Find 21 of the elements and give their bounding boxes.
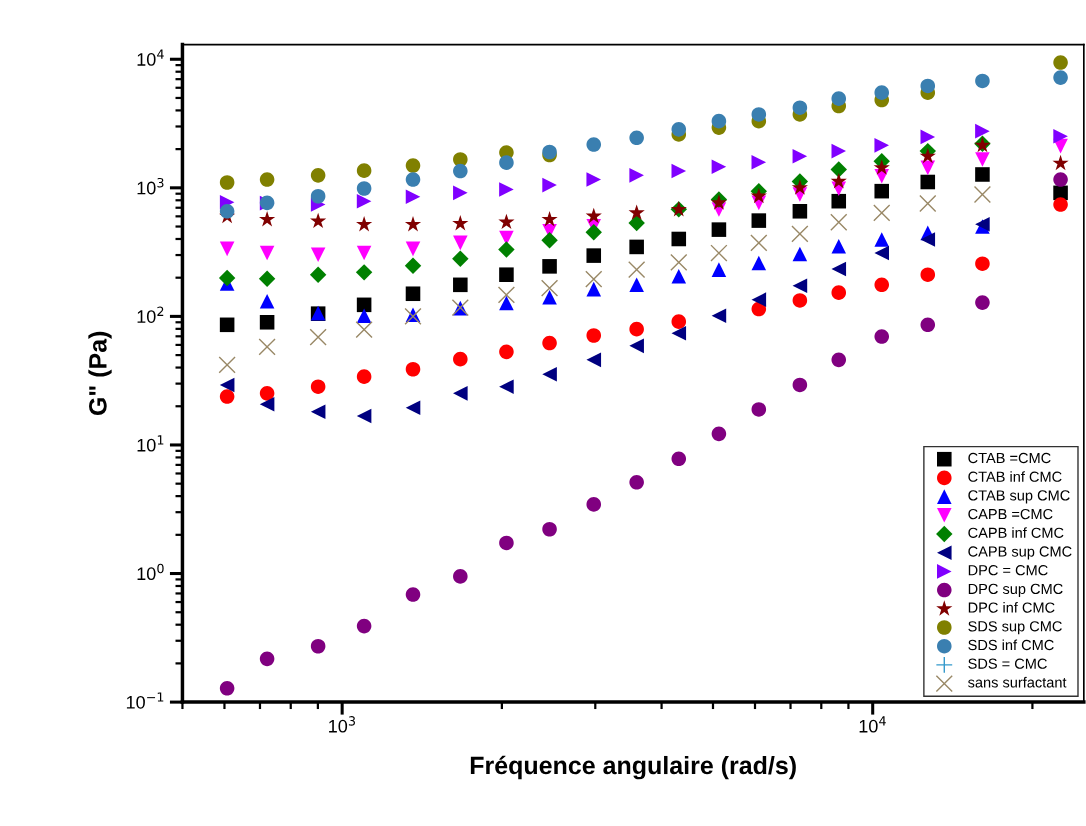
legend-label: DPC inf CMC: [968, 602, 1055, 613]
legend-label: SDS inf CMC: [968, 639, 1054, 651]
legend-label: SDS sup CMC: [968, 621, 1062, 635]
legend-label: CAPB inf CMC: [968, 527, 1064, 538]
legend-label: DPC = CMC: [968, 565, 1048, 576]
y-tick-label: 10$^{−1}$: [126, 692, 164, 709]
legend-label: CAPB sup CMC: [968, 546, 1072, 560]
legend-label: CTAB inf CMC: [968, 471, 1062, 482]
legend-label: CAPB =CMC: [968, 508, 1053, 520]
legend-label: CTAB =CMC: [968, 452, 1051, 464]
y-tick-label: 10$^{4}$: [137, 49, 164, 66]
legend-label: sans surfactant: [968, 676, 1067, 688]
legend-label: SDS = CMC: [968, 658, 1047, 669]
x-axis-title: Fréquence angulaire (rad/s): [470, 755, 796, 780]
legend-label: CTAB sup CMC: [968, 490, 1070, 504]
y-tick-label: 10$^{0}$: [137, 563, 164, 581]
y-tick-label: 10$^{2}$: [137, 306, 164, 323]
y-tick-label: 10$^{3}$: [137, 177, 164, 195]
y-tick-label: 10$^{1}$: [137, 435, 164, 452]
y-axis-title: G" (Pa): [88, 331, 112, 416]
legend-label: DPC sup CMC: [968, 583, 1063, 597]
